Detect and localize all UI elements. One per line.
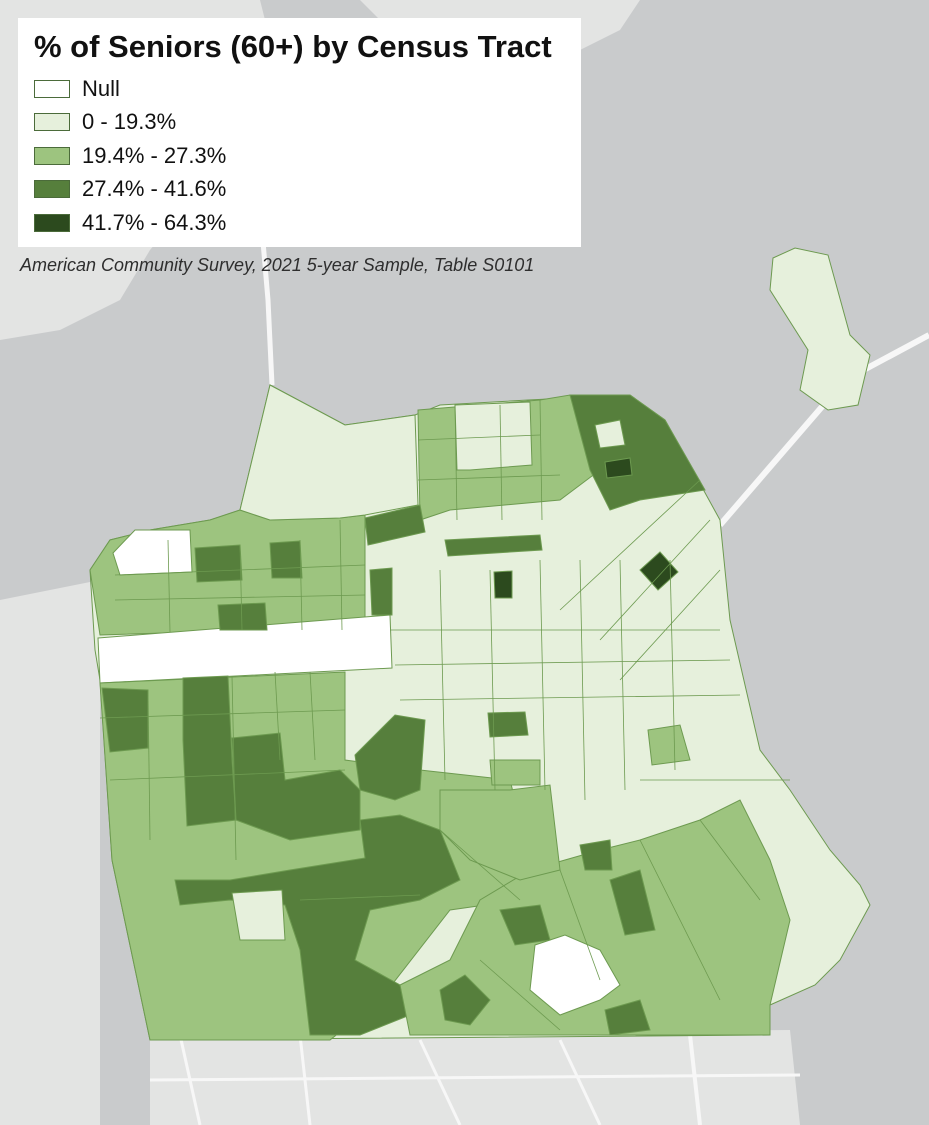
tract-null-lake-merced-west xyxy=(231,889,286,941)
legend-item-null: Null xyxy=(32,72,567,106)
tract-dark-outer-sunset xyxy=(101,687,149,753)
tract-null-lands-end xyxy=(112,529,193,576)
tract-medium-mission-bay xyxy=(647,724,691,766)
legend-swatch-class-1 xyxy=(34,113,70,132)
tract-dark-richmond-3 xyxy=(217,602,268,631)
tract-darkest-chinatown xyxy=(604,457,633,479)
legend-label: 19.4% - 27.3% xyxy=(82,142,227,168)
tract-dark-inner-richmond xyxy=(369,567,393,616)
legend-item-class-1: 0 - 19.3% xyxy=(32,106,567,140)
tract-dark-excelsior-3 xyxy=(609,869,656,936)
tract-dark-excelsior-2 xyxy=(604,999,651,1036)
source-caption: American Community Survey, 2021 5-year S… xyxy=(20,255,535,275)
tract-null-golden-gate-park xyxy=(97,614,393,684)
tract-dark-excelsior-1 xyxy=(439,974,491,1026)
legend-item-class-2: 19.4% - 27.3% xyxy=(32,139,567,173)
legend-swatch-class-3 xyxy=(34,180,70,199)
legend-swatch-class-4 xyxy=(34,213,70,232)
tract-dark-twin-peaks xyxy=(354,714,426,801)
tract-medium-noe xyxy=(489,759,541,786)
tract-light-telegraph xyxy=(594,419,626,449)
tract-treasure-island xyxy=(769,247,871,411)
legend-label: 0 - 19.3% xyxy=(82,109,177,135)
tract-dark-pac-heights-2 xyxy=(444,534,543,557)
tract-darkest-tenderloin xyxy=(493,570,513,599)
legend: % of Seniors (60+) by Census Tract Null … xyxy=(18,18,581,247)
legend-swatch-null xyxy=(34,79,70,98)
legend-item-class-3: 27.4% - 41.6% xyxy=(32,173,567,207)
legend-item-class-4: 41.7% - 64.3% xyxy=(32,206,567,240)
legend-swatch-class-2 xyxy=(34,146,70,165)
tract-null-mclaren-park xyxy=(529,934,621,1016)
legend-title: % of Seniors (60+) by Census Tract xyxy=(34,29,552,64)
tract-dark-castro xyxy=(487,711,529,738)
tract-boundaries xyxy=(99,399,790,1031)
tract-presidio xyxy=(239,384,419,521)
tract-dark-excelsior-4 xyxy=(499,904,551,946)
tract-south-central xyxy=(399,799,791,1036)
legend-label: Null xyxy=(82,75,120,101)
tract-dark-pacific-heights xyxy=(364,504,426,546)
tract-dark-western-addition-1 xyxy=(194,544,243,583)
tract-dark-lake-merced xyxy=(174,814,461,1036)
legend-label: 41.7% - 64.3% xyxy=(82,209,227,235)
tract-dark-bernal xyxy=(579,839,613,871)
legend-label: 27.4% - 41.6% xyxy=(82,176,227,202)
tract-dark-western-addition-2 xyxy=(269,540,303,579)
tract-dark-sunset-1 xyxy=(182,675,237,827)
